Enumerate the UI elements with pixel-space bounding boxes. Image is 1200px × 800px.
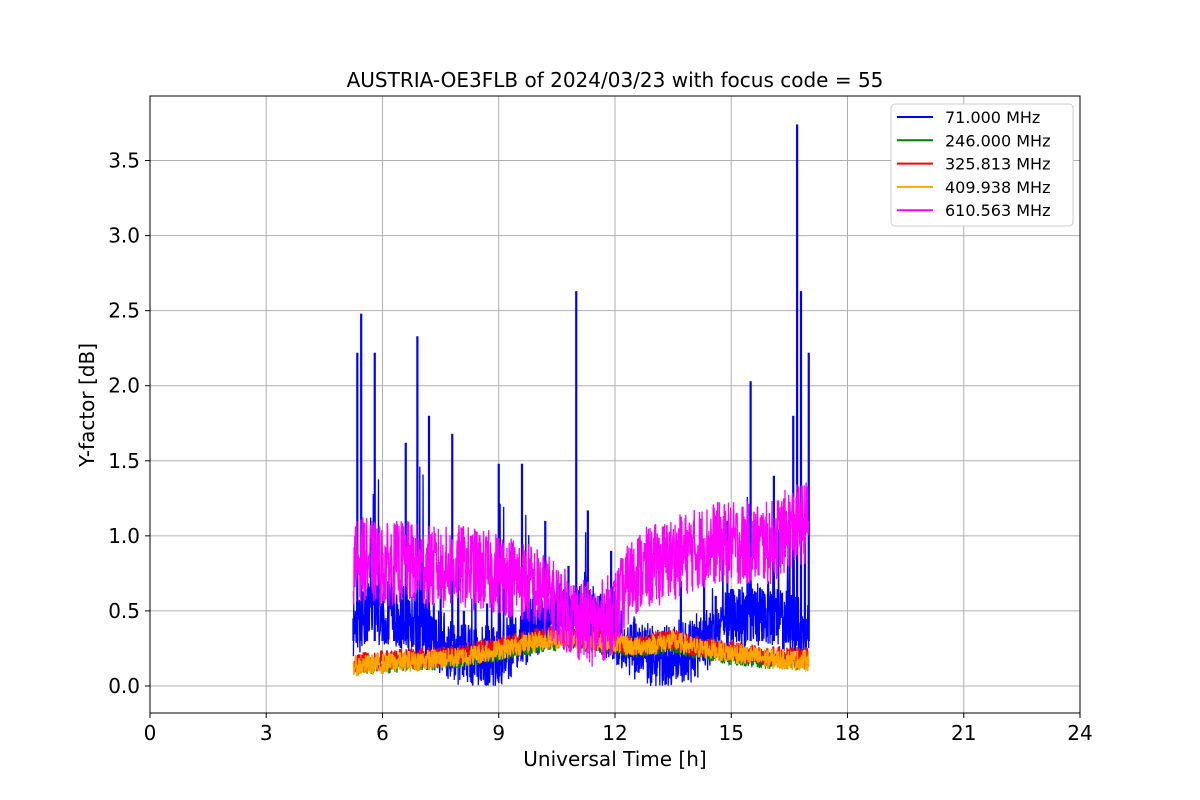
x-tick-label: 0 xyxy=(144,721,157,745)
legend: 71.000 MHz 246.000 MHz 325.813 MHz 409.9… xyxy=(890,103,1074,227)
chart-title: AUSTRIA-OE3FLB of 2024/03/23 with focus … xyxy=(347,68,884,92)
legend-box xyxy=(890,103,1074,227)
x-tick-label: 15 xyxy=(719,721,744,745)
series-line-4 xyxy=(352,482,810,667)
series-layer xyxy=(352,124,810,687)
y-tick-label: 3.5 xyxy=(108,149,140,173)
x-tick-label: 24 xyxy=(1067,721,1092,745)
legend-label: 325.813 MHz xyxy=(945,155,1050,174)
x-tick-label: 12 xyxy=(602,721,627,745)
legend-label: 71.000 MHz xyxy=(945,108,1040,127)
y-tick-label: 2.0 xyxy=(108,374,140,398)
x-tick-label: 3 xyxy=(260,721,273,745)
y-axis-ticks: 0.0 0.5 1.0 1.5 2.0 2.5 3.0 3.5 xyxy=(108,149,150,698)
legend-label: 610.563 MHz xyxy=(945,201,1050,220)
x-tick-label: 21 xyxy=(951,721,976,745)
y-axis-label: Y-factor [dB] xyxy=(75,343,99,468)
x-tick-label: 18 xyxy=(835,721,860,745)
x-tick-label: 9 xyxy=(492,721,505,745)
x-axis-ticks: 0 3 6 9 12 15 18 21 24 xyxy=(144,713,1093,745)
y-tick-label: 1.5 xyxy=(108,449,140,473)
y-tick-label: 2.5 xyxy=(108,299,140,323)
y-tick-label: 0.0 xyxy=(108,674,140,698)
grid-lines xyxy=(149,96,1081,713)
y-tick-label: 3.0 xyxy=(108,224,140,248)
x-tick-label: 6 xyxy=(376,721,389,745)
y-tick-label: 0.5 xyxy=(108,599,140,623)
x-axis-label: Universal Time [h] xyxy=(523,747,706,771)
legend-label: 246.000 MHz xyxy=(945,131,1050,150)
y-tick-label: 1.0 xyxy=(108,524,140,548)
legend-label: 409.938 MHz xyxy=(945,178,1050,197)
